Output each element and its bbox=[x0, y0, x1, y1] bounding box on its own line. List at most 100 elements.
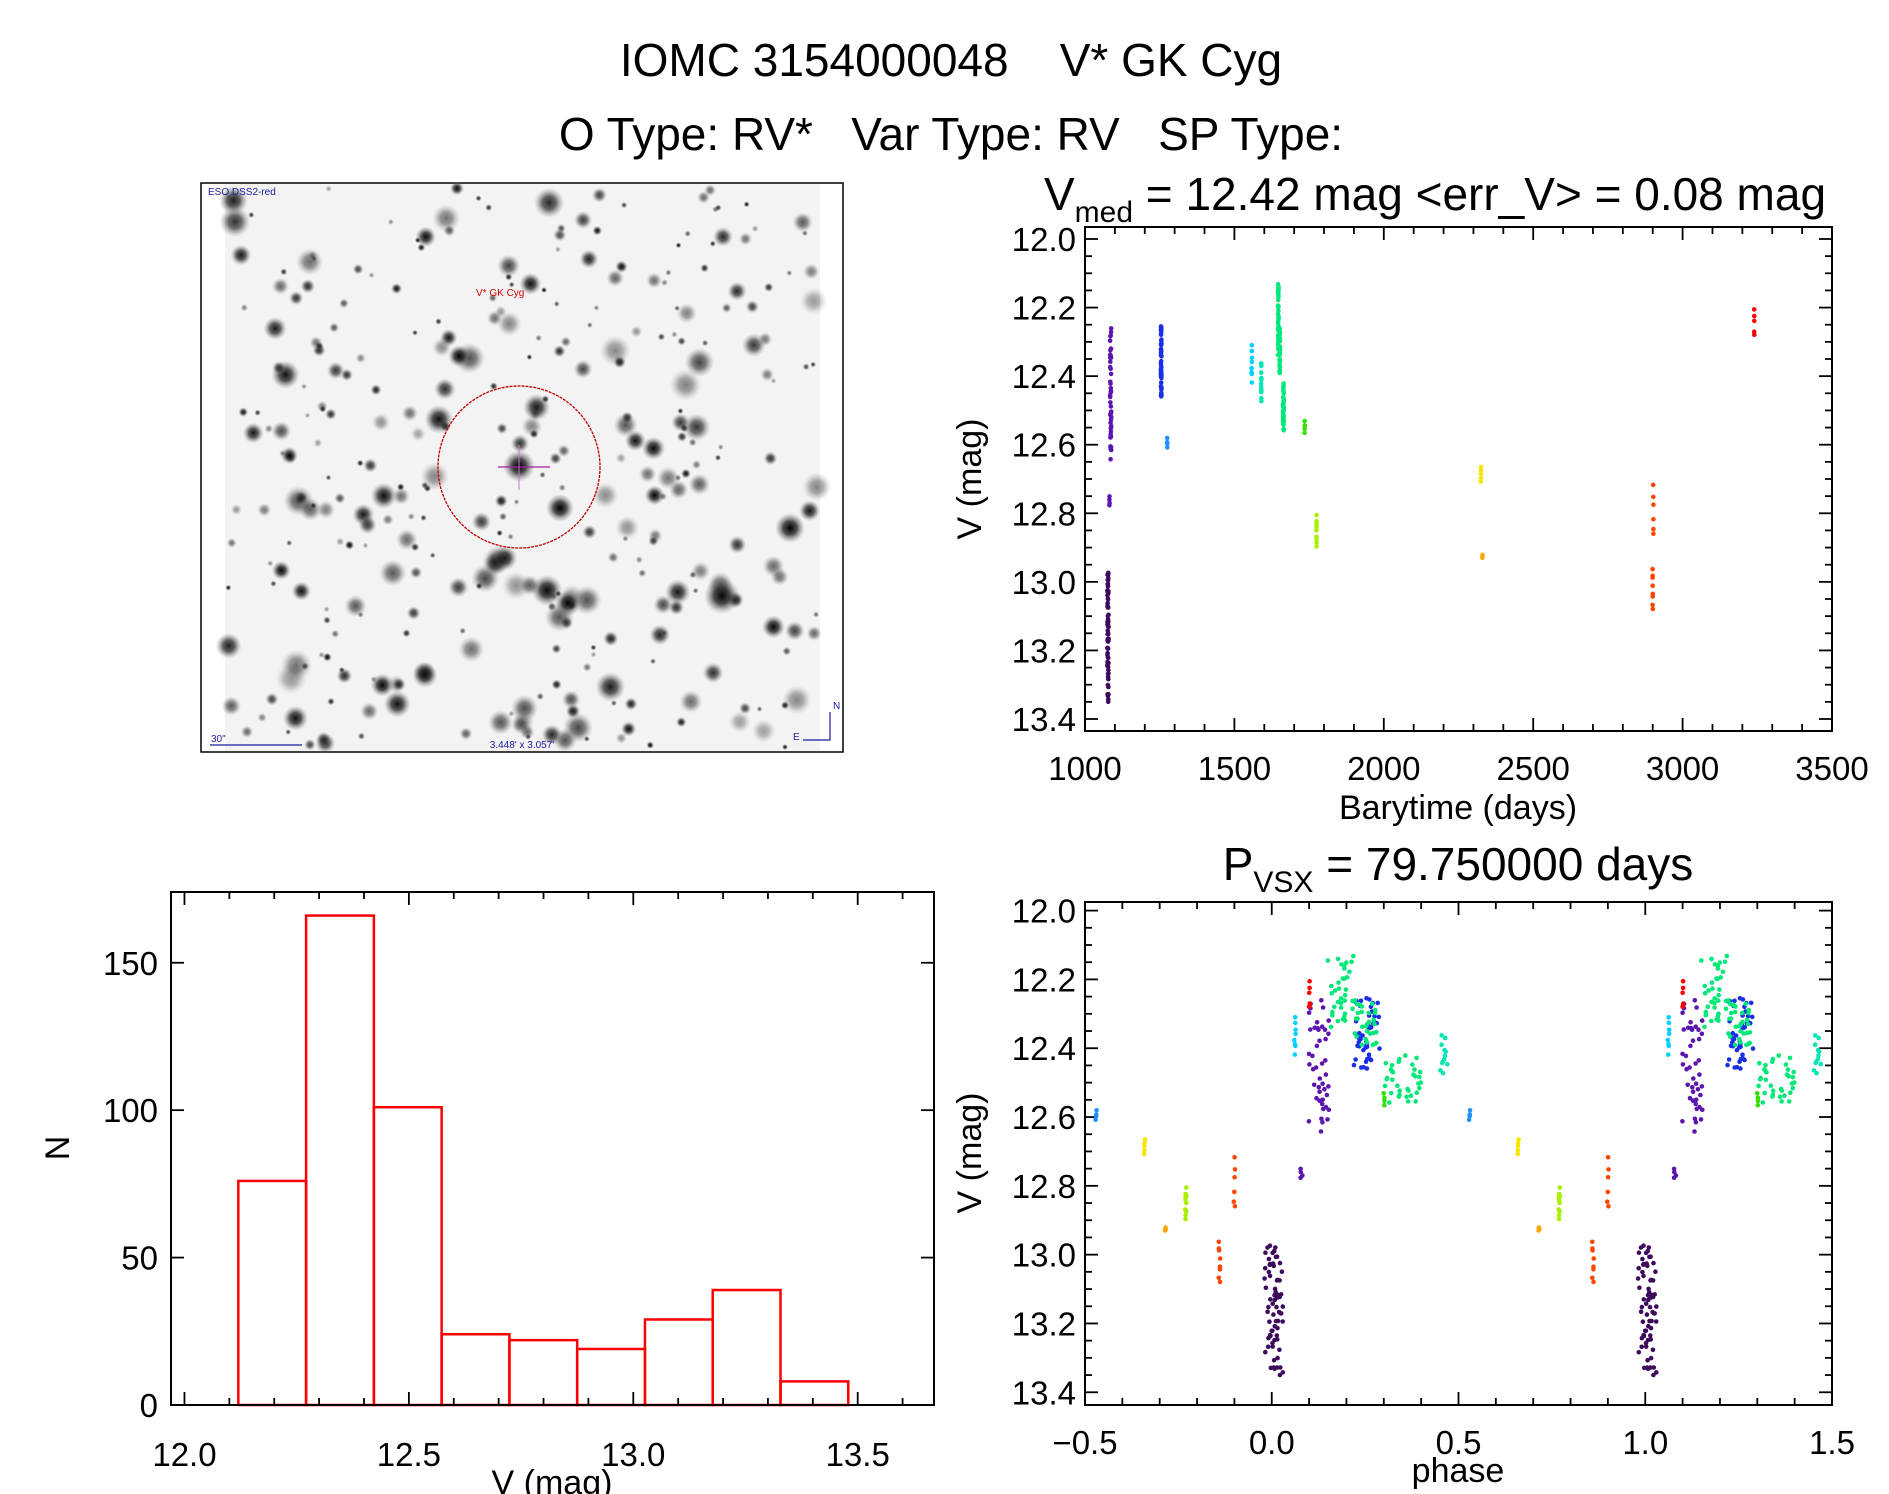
data-point bbox=[1515, 1143, 1521, 1149]
star bbox=[677, 336, 686, 346]
y-tick-label: 12.2 bbox=[1012, 290, 1076, 327]
star bbox=[496, 311, 522, 337]
fov-label: 3.448' x 3.057' bbox=[490, 740, 555, 751]
data-point bbox=[1359, 1004, 1365, 1009]
data-point bbox=[1277, 338, 1283, 344]
data-point bbox=[1273, 1245, 1278, 1250]
data-point bbox=[1319, 1116, 1324, 1122]
data-point bbox=[1326, 1018, 1331, 1023]
data-point bbox=[1268, 1297, 1273, 1302]
data-point bbox=[1293, 1043, 1298, 1049]
data-point bbox=[1790, 1085, 1796, 1091]
x-tick-label: 13.0 bbox=[601, 1436, 665, 1473]
data-point bbox=[1648, 1355, 1654, 1361]
star bbox=[226, 537, 237, 548]
data-point bbox=[1410, 1062, 1415, 1067]
star bbox=[697, 191, 710, 204]
star bbox=[309, 336, 323, 350]
data-point bbox=[1680, 1062, 1686, 1067]
data-point bbox=[1107, 503, 1112, 508]
x-tick-label: 3000 bbox=[1646, 750, 1719, 787]
star bbox=[307, 250, 318, 261]
data-point bbox=[1389, 1062, 1395, 1068]
data-point bbox=[1788, 1090, 1793, 1095]
data-point bbox=[1605, 1175, 1611, 1180]
data-point bbox=[1105, 572, 1110, 577]
x-tick-label: 12.0 bbox=[152, 1436, 216, 1473]
star bbox=[534, 187, 565, 218]
x-tick-label: 12.5 bbox=[377, 1436, 441, 1473]
data-point bbox=[1105, 659, 1110, 665]
data-point bbox=[1274, 1254, 1280, 1259]
data-point bbox=[1606, 1204, 1611, 1209]
star bbox=[676, 431, 688, 442]
y-tick-label: 12.0 bbox=[1012, 221, 1076, 258]
data-point bbox=[1687, 1095, 1693, 1101]
data-point bbox=[1693, 1024, 1698, 1029]
y-tick-label: 12.2 bbox=[1012, 961, 1076, 998]
survey-label: ESO DSS2-red bbox=[208, 187, 276, 198]
data-point bbox=[1651, 502, 1656, 508]
data-point bbox=[1262, 1276, 1267, 1281]
data-point bbox=[1165, 445, 1170, 450]
star bbox=[679, 690, 703, 714]
data-point bbox=[1342, 992, 1348, 998]
star bbox=[487, 310, 503, 326]
star bbox=[420, 514, 427, 521]
data-point bbox=[1267, 1273, 1273, 1279]
data-point bbox=[1314, 540, 1319, 545]
data-point bbox=[1332, 1004, 1337, 1010]
star bbox=[272, 361, 286, 375]
data-point bbox=[1258, 370, 1264, 375]
star bbox=[357, 732, 366, 740]
data-point bbox=[1703, 1009, 1709, 1015]
data-point bbox=[1693, 1081, 1699, 1086]
y-tick-label: 150 bbox=[103, 945, 158, 982]
data-point bbox=[1812, 1033, 1818, 1038]
histogram-ylabel: N bbox=[39, 1136, 77, 1161]
data-point bbox=[1637, 1285, 1642, 1291]
star bbox=[459, 627, 467, 635]
data-point bbox=[1266, 1304, 1271, 1310]
star bbox=[219, 186, 248, 215]
data-point bbox=[1158, 327, 1164, 333]
light-curve-plot: Vmed = 12.42 mag <err_V> = 0.08 mag Bary… bbox=[951, 168, 1869, 827]
star bbox=[684, 230, 692, 238]
data-point bbox=[1232, 1175, 1237, 1180]
data-point bbox=[1743, 1001, 1748, 1007]
data-point bbox=[1696, 1036, 1702, 1042]
star bbox=[675, 242, 682, 249]
data-point bbox=[1779, 1088, 1785, 1093]
data-point bbox=[1332, 988, 1338, 993]
data-point bbox=[1302, 430, 1307, 436]
light-curve-ylabel: V (mag) bbox=[951, 419, 989, 540]
data-point bbox=[1107, 393, 1113, 398]
data-point bbox=[1646, 1245, 1652, 1250]
data-point bbox=[1740, 1019, 1745, 1025]
y-tick-label: 12.0 bbox=[1012, 893, 1076, 930]
star bbox=[557, 444, 571, 458]
histogram-bar bbox=[575, 1347, 647, 1407]
x-tick-label: 0.0 bbox=[1249, 1424, 1295, 1461]
star bbox=[630, 325, 643, 338]
star bbox=[646, 272, 663, 289]
data-point bbox=[1106, 692, 1111, 697]
data-point bbox=[1108, 371, 1114, 377]
data-point bbox=[1310, 1053, 1315, 1059]
star bbox=[659, 492, 667, 501]
data-point bbox=[1326, 1107, 1332, 1113]
data-point bbox=[1649, 1318, 1654, 1324]
data-point bbox=[1671, 1175, 1677, 1181]
data-point bbox=[1342, 963, 1347, 969]
data-point bbox=[1650, 482, 1656, 488]
y-tick-label: 13.0 bbox=[1012, 1237, 1076, 1274]
data-point bbox=[1732, 998, 1737, 1004]
data-point bbox=[1272, 1286, 1278, 1292]
data-point bbox=[1313, 1065, 1319, 1070]
star bbox=[592, 482, 619, 509]
data-point bbox=[1267, 1319, 1272, 1324]
data-point bbox=[1354, 1034, 1359, 1039]
data-point bbox=[1395, 1083, 1400, 1088]
data-point bbox=[1216, 1239, 1222, 1245]
data-point bbox=[1641, 1273, 1646, 1279]
